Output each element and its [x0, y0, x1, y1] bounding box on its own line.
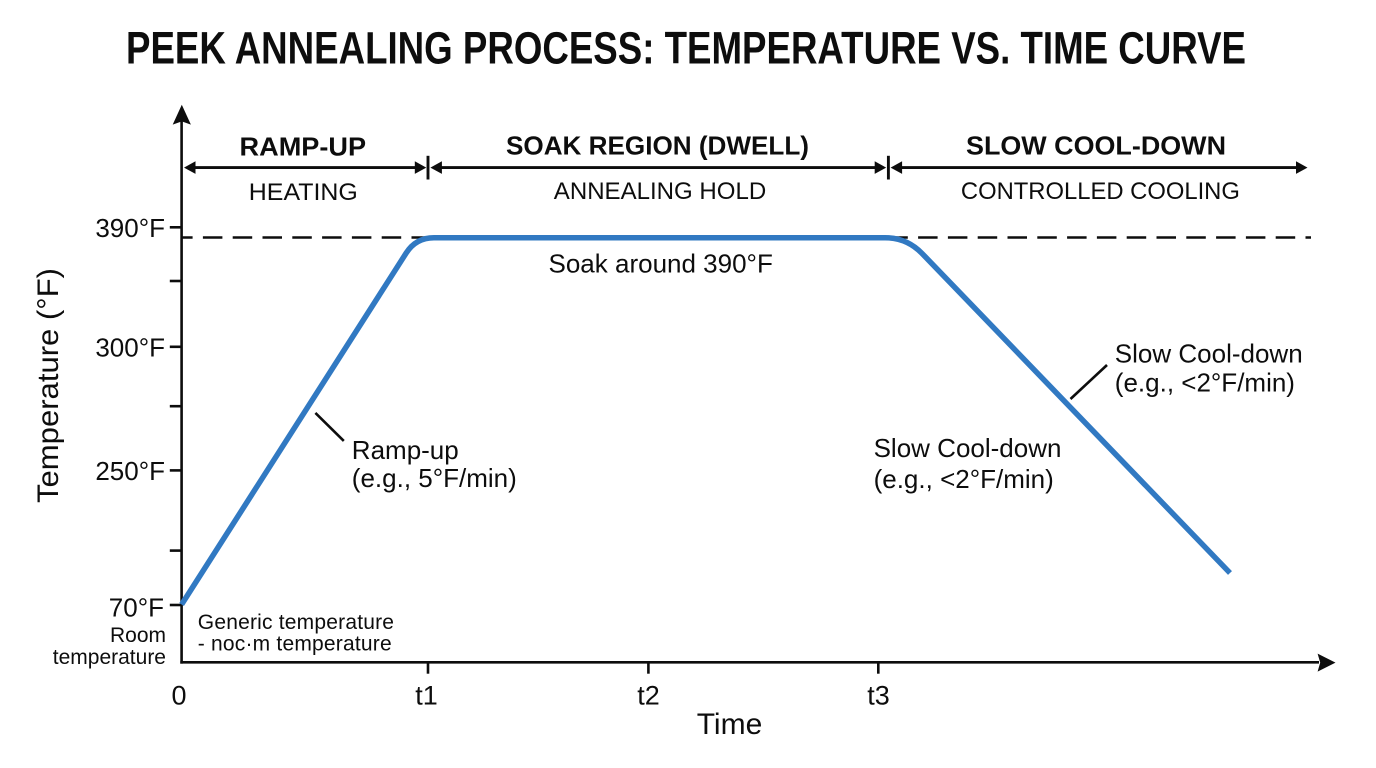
- svg-text:Generic temperature: Generic temperature: [198, 611, 394, 634]
- svg-text:SOAK REGION (DWELL): SOAK REGION (DWELL): [506, 131, 809, 161]
- svg-text:t1: t1: [415, 681, 438, 711]
- svg-text:300°F: 300°F: [95, 332, 165, 362]
- svg-text:PEEK ANNEALING PROCESS: TEMPER: PEEK ANNEALING PROCESS: TEMPERATURE VS. …: [126, 23, 1246, 74]
- svg-text:t3: t3: [867, 681, 890, 711]
- svg-text:Ramp-up: Ramp-up: [352, 435, 459, 465]
- svg-text:(e.g., <2°F/min): (e.g., <2°F/min): [874, 464, 1054, 494]
- svg-text:250°F: 250°F: [95, 456, 165, 486]
- svg-text:CONTROLLED COOLING: CONTROLLED COOLING: [961, 178, 1240, 205]
- svg-text:RAMP-UP: RAMP-UP: [240, 131, 367, 161]
- svg-text:70°F: 70°F: [109, 593, 164, 623]
- svg-text:temperature: temperature: [53, 646, 166, 669]
- svg-text:SLOW COOL-DOWN: SLOW COOL-DOWN: [966, 131, 1226, 161]
- svg-text:Time: Time: [697, 708, 763, 741]
- svg-text:(e.g., <2°F/min): (e.g., <2°F/min): [1115, 368, 1295, 398]
- svg-text:(e.g., 5°F/min): (e.g., 5°F/min): [352, 463, 517, 493]
- svg-text:0: 0: [171, 681, 186, 711]
- svg-text:t2: t2: [637, 681, 660, 711]
- svg-text:HEATING: HEATING: [249, 179, 358, 206]
- svg-text:- noc·m temperature: - noc·m temperature: [198, 633, 392, 656]
- svg-text:Slow Cool-down: Slow Cool-down: [1115, 339, 1303, 369]
- svg-text:Room: Room: [110, 624, 166, 647]
- svg-text:Temperature (°F): Temperature (°F): [32, 268, 65, 503]
- svg-text:Slow Cool-down: Slow Cool-down: [874, 433, 1062, 463]
- svg-text:390°F: 390°F: [95, 213, 165, 243]
- svg-text:ANNEALING HOLD: ANNEALING HOLD: [554, 178, 766, 205]
- svg-text:Soak around 390°F: Soak around 390°F: [549, 248, 773, 278]
